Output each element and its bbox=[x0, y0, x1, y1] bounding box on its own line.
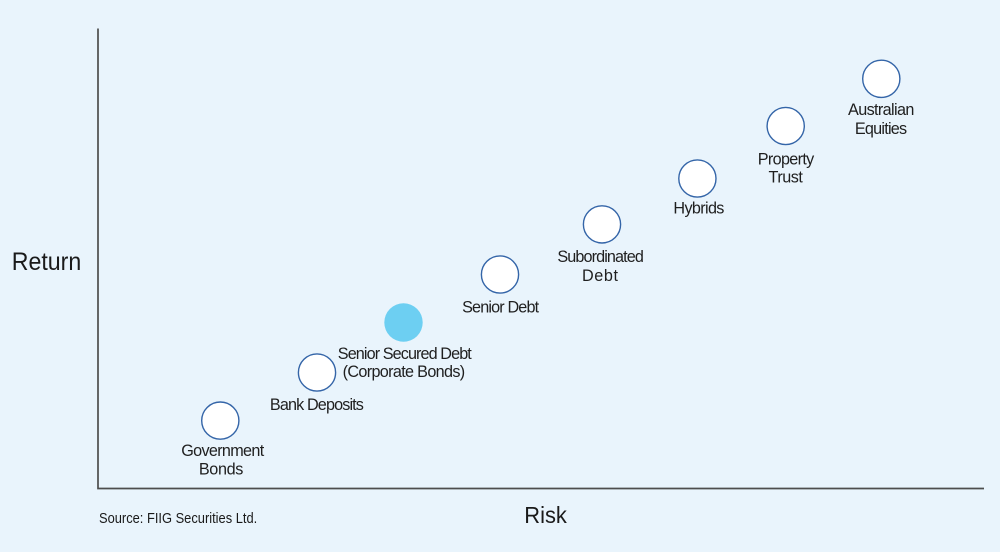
svg-text:Bonds: Bonds bbox=[199, 460, 244, 478]
svg-text:Government: Government bbox=[181, 442, 265, 460]
svg-text:Risk: Risk bbox=[524, 502, 567, 528]
svg-text:Property: Property bbox=[758, 150, 815, 168]
svg-text:Australian: Australian bbox=[848, 101, 914, 119]
svg-text:Return: Return bbox=[12, 249, 82, 276]
svg-text:Equities: Equities bbox=[855, 120, 907, 138]
svg-text:Hybrids: Hybrids bbox=[673, 199, 724, 217]
svg-text:Senior Secured Debt: Senior Secured Debt bbox=[338, 345, 473, 363]
svg-text:(Corporate Bonds): (Corporate Bonds) bbox=[343, 363, 466, 381]
svg-text:Source: FIIG Securities Ltd.: Source: FIIG Securities Ltd. bbox=[99, 511, 257, 527]
svg-text:Bank Deposits: Bank Deposits bbox=[270, 396, 364, 414]
svg-text:Trust: Trust bbox=[769, 169, 804, 187]
svg-text:Subordinated: Subordinated bbox=[557, 248, 644, 266]
svg-text:Senior Debt: Senior Debt bbox=[462, 298, 539, 316]
svg-text:Debt: Debt bbox=[582, 267, 619, 285]
